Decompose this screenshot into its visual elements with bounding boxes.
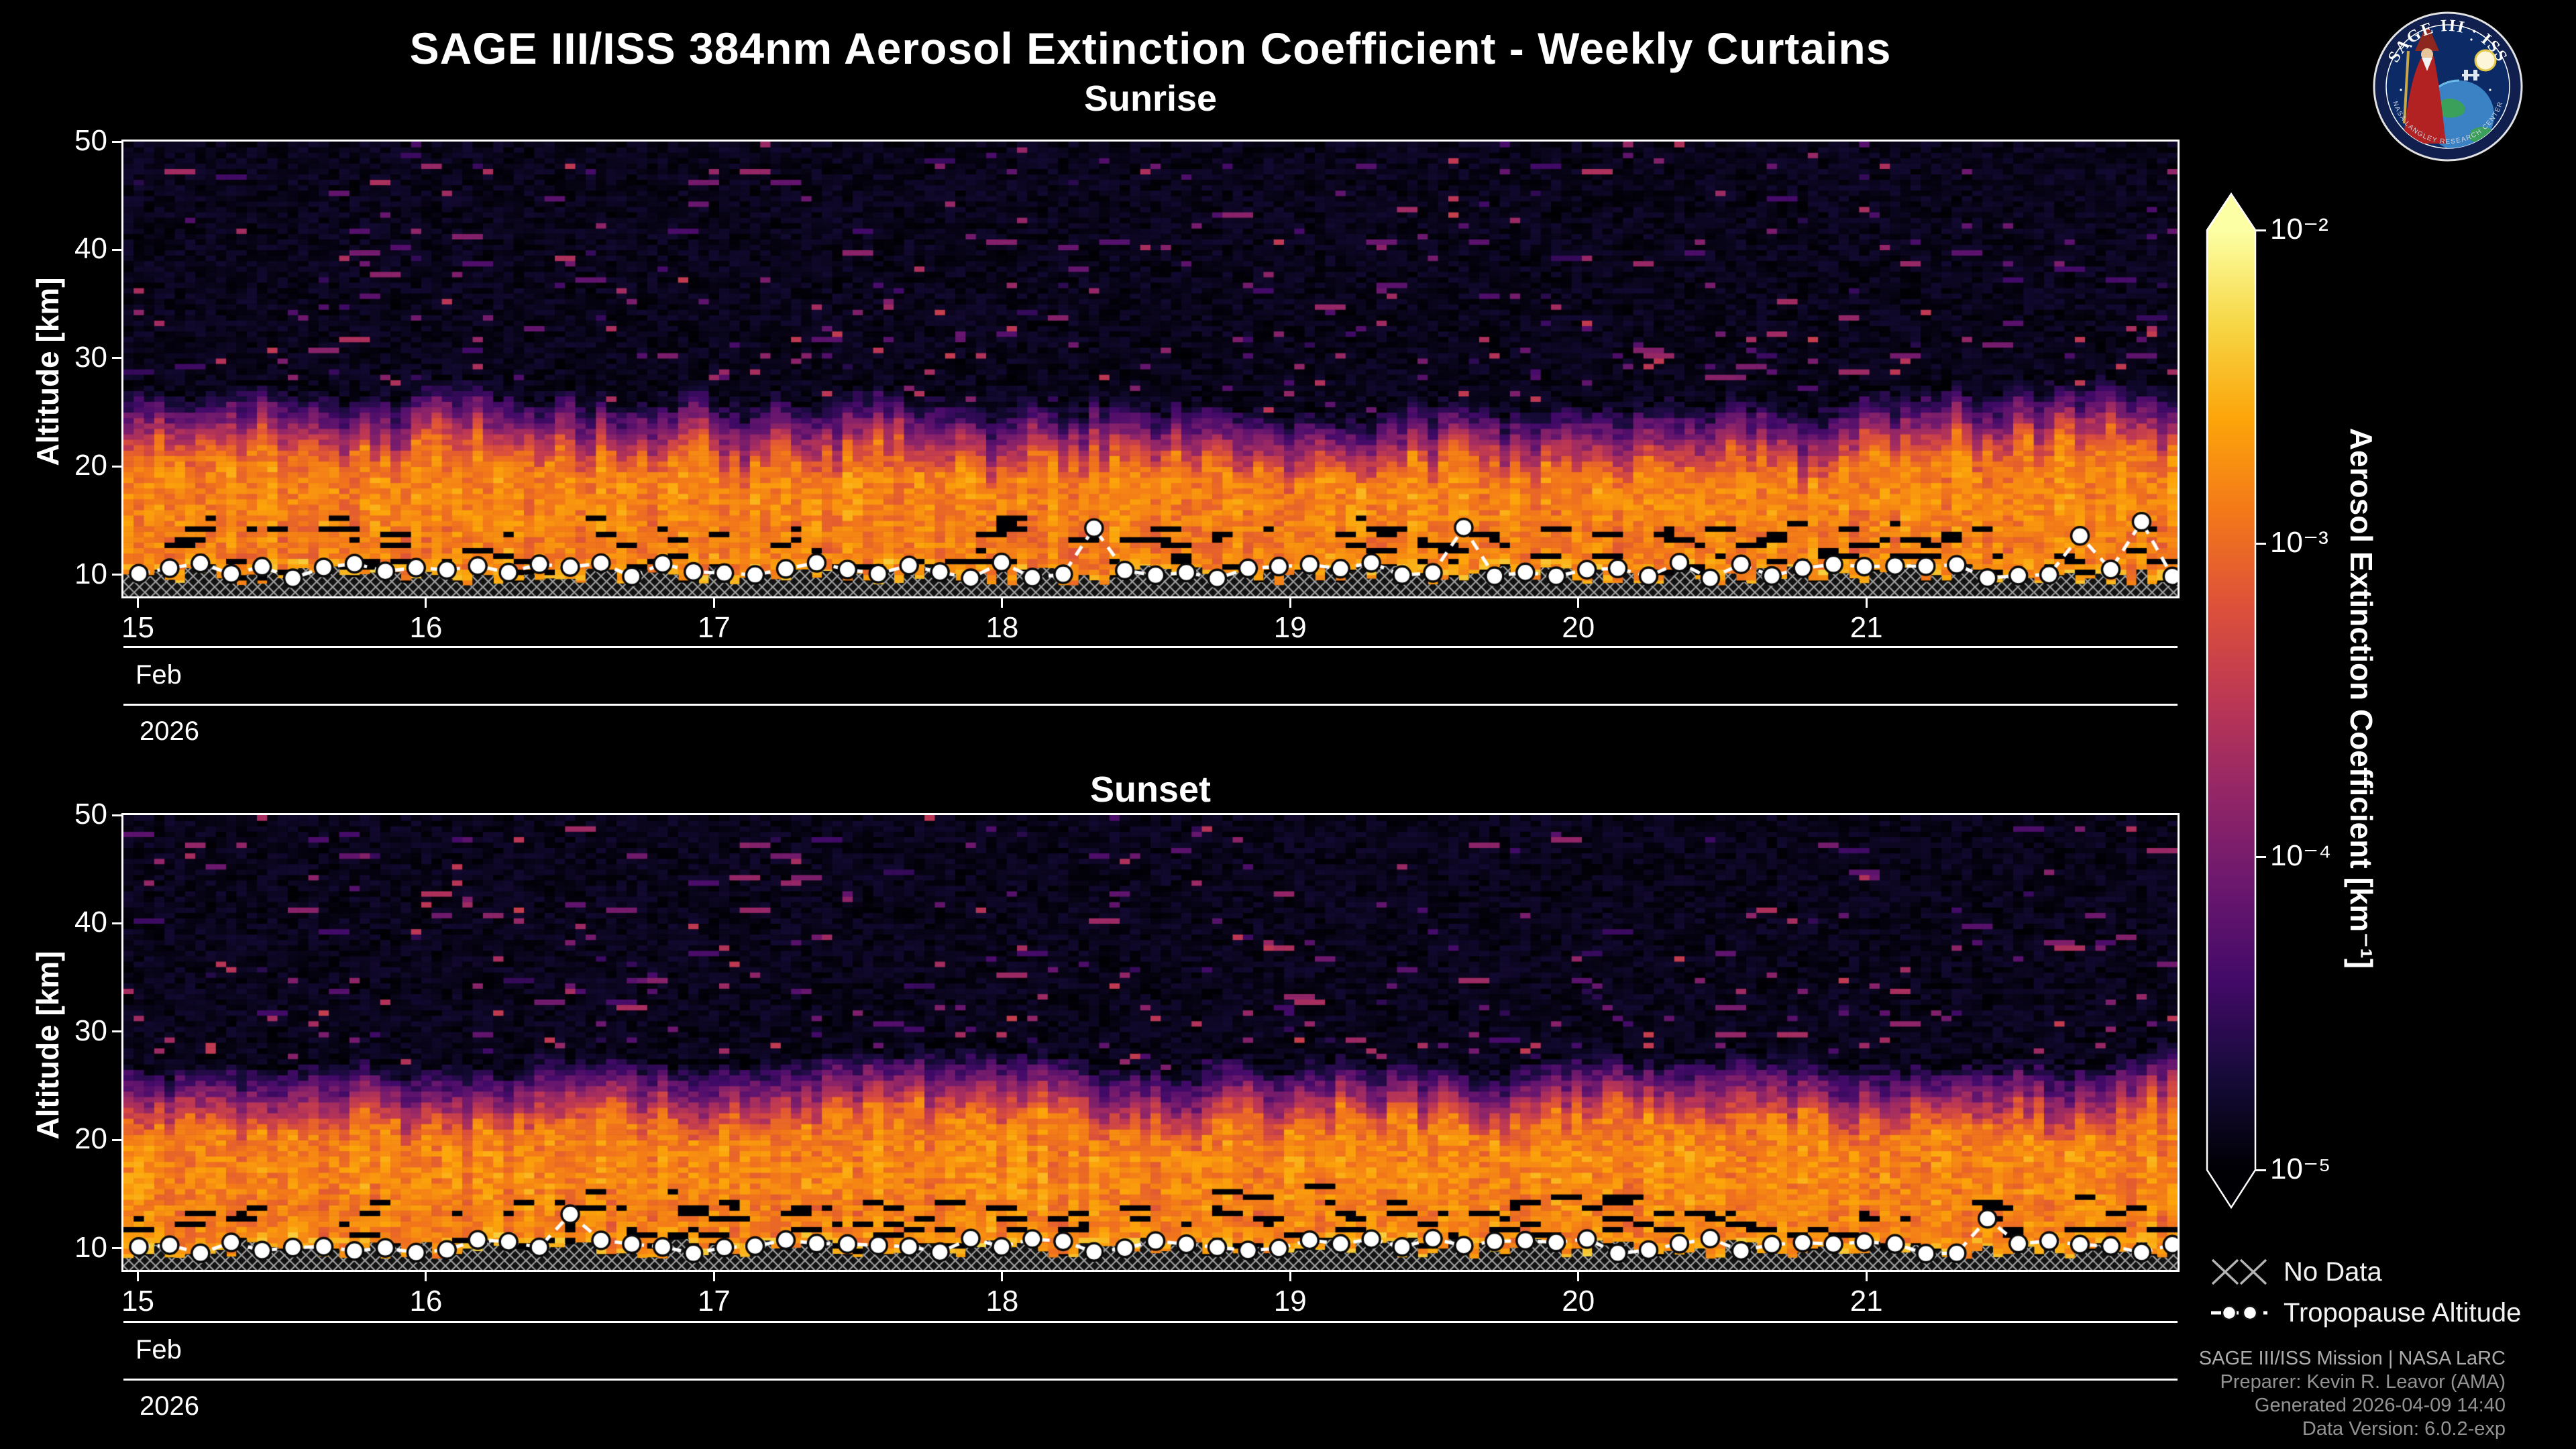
y-tick-mark (112, 248, 121, 251)
x-tick-label: 18 (985, 1285, 1019, 1318)
sun-disc (2474, 49, 2497, 72)
credit-line: Generated 2026-04-09 14:40 (2254, 1395, 2506, 1416)
colorbar-tick-mark (2255, 1169, 2266, 1171)
y-tick-label: 10 (74, 1230, 107, 1264)
year-label-sunrise: 2026 (140, 716, 199, 746)
colorbar-tick-label: 10⁻⁴ (2270, 839, 2332, 872)
credit-line: SAGE III/ISS Mission | NASA LaRC (2198, 1348, 2506, 1369)
y-tick-label: 50 (74, 124, 107, 157)
y-tick-label: 40 (74, 232, 107, 266)
x-tick-mark (712, 598, 715, 608)
x-tick-label: 20 (1562, 1285, 1595, 1318)
x-tick-label: 17 (697, 611, 731, 644)
sunrise-heatmap-panel (121, 140, 2180, 598)
y-tick-mark (112, 922, 121, 924)
legend-tropopause-label: Tropopause Altitude (2284, 1298, 2522, 1328)
year-label-sunset: 2026 (140, 1391, 199, 1421)
y-tick-label: 40 (74, 906, 107, 939)
y-tick-mark (112, 1138, 121, 1141)
x-tick-label: 21 (1849, 611, 1883, 644)
no-data-hatch-icon (2211, 1258, 2267, 1285)
legend-no-data-label: No Data (2284, 1257, 2382, 1287)
colorbar-tick-label: 10⁻² (2270, 213, 2328, 246)
sunrise-heatmap-canvas (123, 142, 2178, 596)
date-axis-divider (123, 646, 2178, 648)
x-tick-mark (1577, 598, 1580, 608)
colorbar-tick-label: 10⁻³ (2270, 526, 2328, 559)
credits-block: SAGE III/ISS Mission | NASA LaRC Prepare… (1865, 1347, 2506, 1441)
x-tick-label: 15 (121, 611, 154, 644)
sage-iss-mission-patch: SAGE III · ISS NASA LANGLEY RESEARCH CEN… (2373, 11, 2523, 162)
x-tick-label: 21 (1849, 1285, 1883, 1318)
sunset-panel-title: Sunset (1089, 769, 1212, 810)
y-tick-label: 30 (74, 340, 107, 374)
x-tick-label: 16 (409, 611, 443, 644)
date-axis-divider (123, 704, 2178, 706)
sunset-heatmap-canvas (123, 815, 2178, 1270)
y-tick-mark (112, 140, 121, 143)
colorbar-tick-mark (2255, 542, 2266, 545)
y-tick-mark (112, 814, 121, 816)
sunrise-panel-title: Sunrise (1083, 78, 1218, 119)
x-tick-mark (1001, 598, 1004, 608)
y-tick-label: 20 (74, 1122, 107, 1156)
x-tick-label: 19 (1273, 611, 1307, 644)
figure-title: SAGE III/ISS 384nm Aerosol Extinction Co… (409, 23, 1892, 73)
y-tick-label: 20 (74, 449, 107, 482)
x-tick-label: 17 (697, 1285, 731, 1318)
y-tick-label: 30 (74, 1014, 107, 1047)
date-axis-divider (123, 1321, 2178, 1323)
y-tick-label: 50 (74, 798, 107, 830)
sunset-heatmap-panel (121, 813, 2180, 1272)
wizard-figure (2403, 25, 2446, 144)
x-tick-label: 16 (409, 1285, 443, 1318)
colorbar-tick-mark (2255, 855, 2266, 858)
x-tick-mark (1577, 1272, 1580, 1281)
x-tick-label: 19 (1273, 1285, 1307, 1318)
x-tick-mark (136, 598, 139, 608)
colorbar (2206, 192, 2257, 1210)
x-tick-label: 20 (1562, 611, 1595, 644)
colorbar-bar (2206, 192, 2257, 1210)
credit-line: Data Version: 6.0.2-exp (2302, 1418, 2506, 1440)
y-tick-mark (112, 1247, 121, 1250)
y-tick-label: 10 (74, 557, 107, 590)
y-tick-mark (112, 574, 121, 576)
x-tick-mark (425, 1272, 427, 1281)
x-tick-label: 18 (985, 611, 1019, 644)
tropopause-marker-icon (2211, 1305, 2267, 1321)
colorbar-tick-label: 10⁻⁵ (2270, 1152, 2331, 1185)
x-tick-label: 15 (121, 1285, 154, 1318)
date-axis-divider (123, 1379, 2178, 1381)
x-tick-mark (136, 1272, 139, 1281)
y-tick-mark (112, 465, 121, 468)
x-tick-mark (1865, 1272, 1868, 1281)
x-tick-mark (1001, 1272, 1004, 1281)
x-tick-mark (712, 1272, 715, 1281)
y-tick-mark (112, 1030, 121, 1033)
iss-silhouette (2462, 70, 2479, 80)
credit-line: Preparer: Kevin R. Leavor (AMA) (2220, 1371, 2506, 1393)
month-label-sunset: Feb (136, 1335, 182, 1364)
x-tick-mark (1289, 598, 1291, 608)
month-label-sunrise: Feb (136, 660, 182, 690)
y-tick-mark (112, 357, 121, 360)
x-tick-mark (1865, 598, 1868, 608)
colorbar-axis-label: Aerosol Extinction Coefficient [km⁻¹] (2344, 427, 2379, 969)
x-tick-mark (1289, 1272, 1291, 1281)
colorbar-tick-mark (2255, 229, 2266, 231)
x-tick-mark (425, 598, 427, 608)
